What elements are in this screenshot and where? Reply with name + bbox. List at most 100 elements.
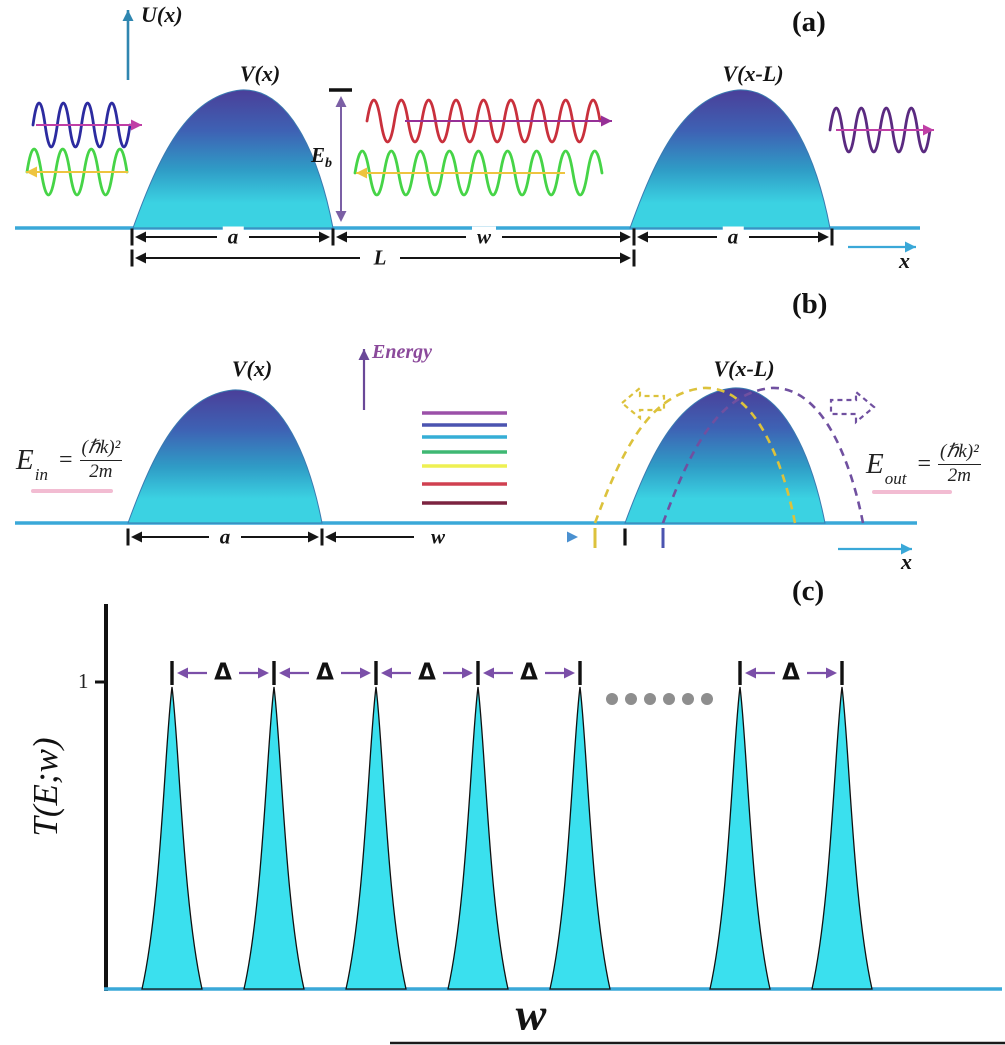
ellipsis-dot	[682, 693, 694, 705]
y-tick-label-1: 1	[78, 669, 89, 693]
dim-b-a-head	[308, 531, 319, 543]
panel-c-y-axis-label: T(E;w)	[26, 737, 65, 837]
barrier-a-left	[132, 89, 334, 229]
e-out-fraction: (ℏk)² 2m	[938, 441, 981, 488]
u-axis-arrow-head	[122, 10, 134, 21]
ellipsis-dot	[644, 693, 656, 705]
delta-arrow-head	[564, 667, 575, 679]
transmission-peak	[811, 686, 873, 990]
delta-label: Δ	[208, 661, 238, 685]
delta-label: Δ	[514, 661, 544, 685]
e-out-equals: =	[917, 450, 931, 477]
transmission-peak	[141, 686, 203, 990]
transmission-peak	[345, 686, 407, 990]
dim-w-head	[336, 231, 347, 243]
barrier-height-label: Eb	[311, 143, 332, 172]
cavity-forward-arrow-head	[601, 115, 612, 127]
delta-arrow-head	[258, 667, 269, 679]
panel-c-tag: (c)	[792, 575, 825, 607]
panel-a-barrier-left-label: V(x)	[239, 61, 281, 86]
barrier-a-right	[629, 89, 831, 229]
e-out-base: E	[866, 447, 884, 480]
panel-b-dim-w: w	[425, 526, 451, 548]
transmitted-wave-arrow-head	[923, 124, 934, 136]
energy-axis-label: Energy	[372, 341, 432, 363]
ellipsis-dot	[606, 693, 618, 705]
transmission-peak	[447, 686, 509, 990]
panel-a-x-axis-label: x	[899, 248, 910, 273]
delta-arrow-head	[279, 667, 290, 679]
e-out-underline	[872, 490, 952, 494]
dim-b-a-head	[131, 531, 142, 543]
ellipsis-dot	[625, 693, 637, 705]
delta-arrow-head	[826, 667, 837, 679]
dim-label-a-left: a	[222, 226, 244, 248]
reflected-wave-left	[25, 147, 129, 197]
e-in-fraction: (ℏk)² 2m	[79, 437, 123, 484]
dim-label-L: L	[368, 247, 392, 269]
w-sweep-arrow-head	[567, 531, 578, 543]
dim-w-head	[620, 231, 631, 243]
delta-arrow-head	[483, 667, 494, 679]
delta-arrow-head	[177, 667, 188, 679]
panel-a-x-arrow-head	[905, 241, 916, 253]
dim-b-w-head	[325, 531, 336, 543]
transmission-peak	[709, 686, 771, 990]
dim-L-head	[135, 252, 146, 264]
cavity-forward-wave	[365, 98, 602, 144]
dim-a-right-head	[818, 231, 829, 243]
cavity-backward-arrow-head	[356, 167, 367, 179]
panel-b-tag: (b)	[792, 288, 828, 320]
shift-left-block-arrow-icon	[620, 385, 666, 421]
e-in-denominator: 2m	[89, 460, 113, 482]
delta-arrow-head	[745, 667, 756, 679]
panel-b-barrier-right-label: V(x-L)	[713, 356, 775, 381]
energy-axis-arrow-head	[358, 349, 370, 360]
ellipsis-dot	[663, 693, 675, 705]
panel-a-tag: (a)	[792, 6, 826, 38]
reflected-wave-arrow-head	[26, 166, 37, 178]
eb-arrow-head	[335, 211, 347, 222]
panel-b-dim-a: a	[214, 526, 236, 548]
incident-wave-arrow-head	[131, 119, 142, 131]
panel-c-x-axis-label: w	[515, 988, 547, 1040]
delta-label: Δ	[310, 661, 340, 685]
panel-a-y-axis-label: U(x)	[141, 2, 183, 27]
panel-b-x-arrow-head	[901, 543, 912, 555]
delta-arrow-head	[462, 667, 473, 679]
dim-L-head	[620, 252, 631, 264]
dim-label-w: w	[471, 226, 497, 248]
eb-base: E	[311, 143, 326, 167]
delta-label: Δ	[412, 661, 442, 685]
dim-a-left-head	[135, 231, 146, 243]
delta-label: Δ	[776, 661, 806, 685]
e-out-sub: out	[884, 468, 907, 488]
eb-arrow-head	[335, 96, 347, 107]
delta-arrow-head	[360, 667, 371, 679]
panel-b-barrier-left-label: V(x)	[231, 356, 273, 381]
transmission-peak	[549, 686, 611, 990]
e-in-sub: in	[34, 464, 48, 484]
panel-a-barrier-right-label: V(x-L)	[722, 61, 784, 86]
ellipsis-dot	[701, 693, 713, 705]
e-in-underline	[31, 489, 113, 493]
cavity-backward-wave	[353, 149, 604, 197]
e-in-numerator: (ℏk)²	[79, 437, 123, 461]
eb-sub: b	[325, 156, 333, 172]
e-out-denominator: 2m	[947, 464, 972, 486]
barrier-b-left	[127, 389, 323, 524]
e-in-base: E	[16, 443, 34, 476]
dim-a-right-head	[637, 231, 648, 243]
panel-b-x-axis-label: x	[901, 549, 912, 574]
delta-arrow-head	[381, 667, 392, 679]
e-in-equals: =	[58, 446, 73, 473]
shift-right-block-arrow-icon	[829, 389, 876, 425]
dim-a-left-head	[319, 231, 330, 243]
e-out-numerator: (ℏk)²	[938, 441, 981, 465]
transmission-peak	[243, 686, 305, 990]
dim-label-a-right: a	[722, 226, 744, 248]
